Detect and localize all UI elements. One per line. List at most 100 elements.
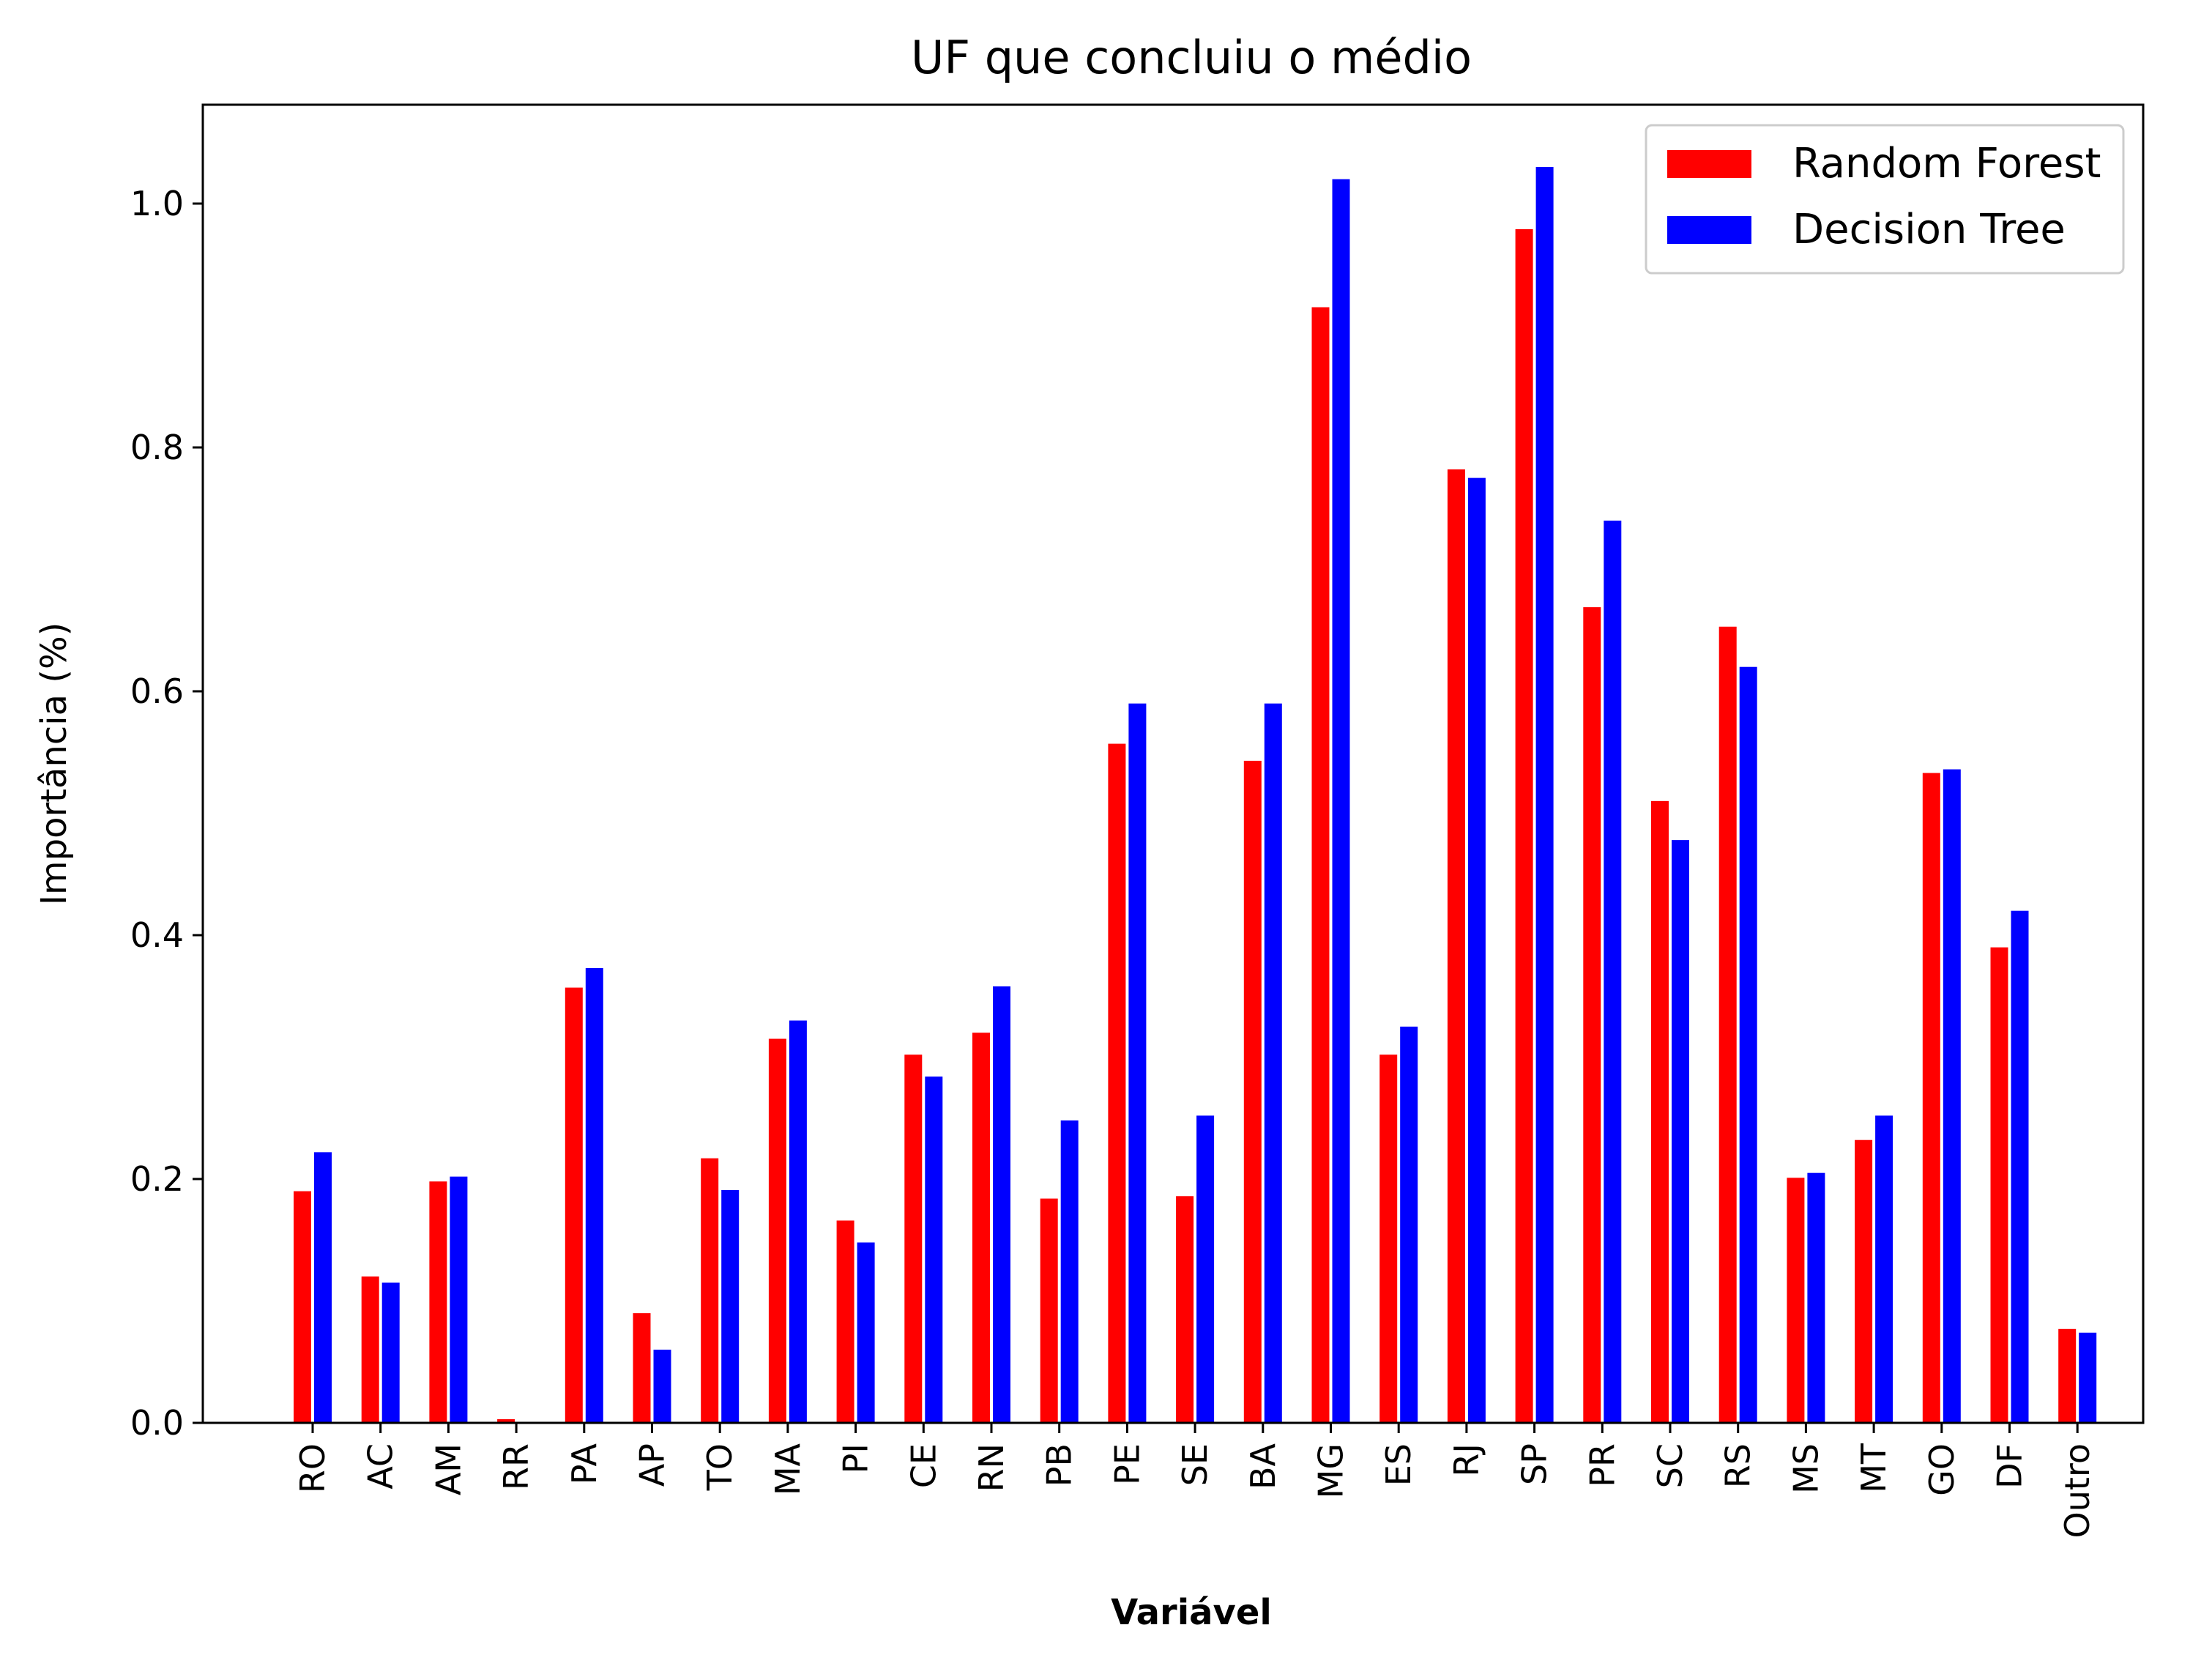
bar-decision-tree-pe <box>1128 703 1147 1423</box>
x-axis-label: Variável <box>1111 1592 1272 1633</box>
bar-random-forest-pr <box>1583 607 1601 1423</box>
x-tick-label-mt: MT <box>1854 1443 1893 1493</box>
x-tick-label-sp: SP <box>1515 1443 1554 1485</box>
x-tick-label-rj: RJ <box>1447 1443 1486 1477</box>
bar-random-forest-pb <box>1040 1198 1058 1423</box>
x-tick-label-ac: AC <box>361 1443 401 1490</box>
y-tick-label: 0.4 <box>130 915 184 955</box>
bar-random-forest-to <box>701 1158 719 1423</box>
bar-decision-tree-go <box>1943 769 1961 1423</box>
x-tick-label-rr: RR <box>496 1443 536 1490</box>
x-tick-label-se: SE <box>1175 1443 1215 1486</box>
bar-random-forest-es <box>1379 1055 1398 1423</box>
legend-box <box>1645 124 2125 275</box>
x-tick-label-pa: PA <box>565 1443 604 1484</box>
bar-decision-tree-rj <box>1467 477 1486 1423</box>
x-tick-label-ms: MS <box>1786 1443 1825 1494</box>
y-tick-label: 0.0 <box>130 1403 184 1443</box>
bar-random-forest-ro <box>294 1191 311 1423</box>
y-axis-label: Importância (%) <box>34 622 75 906</box>
bar-random-forest-outro <box>2058 1328 2077 1423</box>
bar-decision-tree-pa <box>585 967 603 1423</box>
bar-decision-tree-sc <box>1672 840 1689 1423</box>
bar-decision-tree-am <box>450 1176 468 1423</box>
legend-swatch-decision-tree <box>1667 216 1751 244</box>
x-tick-label-es: ES <box>1379 1443 1418 1486</box>
x-tick-label-pr: PR <box>1582 1443 1622 1487</box>
bar-random-forest-mt <box>1855 1139 1873 1423</box>
x-tick-label-pe: PE <box>1107 1443 1147 1485</box>
bar-decision-tree-ac <box>381 1282 400 1423</box>
y-axis: 0.0 0.2 0.4 0.6 0.8 1.0 <box>130 184 203 1443</box>
legend-label-random-forest: Random Forest <box>1792 140 2101 187</box>
plot-frame <box>201 103 2145 1424</box>
bar-random-forest-rr <box>497 1419 515 1423</box>
x-tick-label-df: DF <box>1990 1443 2030 1489</box>
bar-random-forest-se <box>1176 1196 1194 1423</box>
bar-decision-tree-df <box>2011 910 2029 1423</box>
bar-decision-tree-pi <box>857 1242 875 1423</box>
bar-random-forest-ap <box>633 1313 651 1423</box>
x-tick-label-ce: CE <box>904 1443 943 1488</box>
legend: Random Forest Decision Tree <box>1645 124 2125 275</box>
x-tick-label-ro: RO <box>293 1443 332 1493</box>
bar-decision-tree-ro <box>314 1152 332 1423</box>
bar-decision-tree-rn <box>993 986 1010 1423</box>
legend-label-decision-tree: Decision Tree <box>1792 206 2066 253</box>
bar-random-forest-rn <box>972 1033 990 1423</box>
bar-random-forest-sp <box>1515 228 1533 1424</box>
bar-decision-tree-mg <box>1332 179 1350 1424</box>
bar-decision-tree-ap <box>653 1350 671 1423</box>
bar-decision-tree-ma <box>789 1020 807 1423</box>
x-tick-label-ba: BA <box>1243 1443 1283 1490</box>
bar-decision-tree-ms <box>1807 1172 1825 1423</box>
y-tick-label: 0.6 <box>130 672 184 711</box>
chart-title: UF que concluiu o médio <box>911 31 1472 84</box>
y-tick-label: 0.8 <box>130 428 184 467</box>
bar-random-forest-ma <box>768 1038 786 1423</box>
bar-random-forest-sc <box>1651 800 1669 1423</box>
bar-decision-tree-pr <box>1604 520 1622 1423</box>
x-tick-label-outro: Outro <box>2058 1443 2097 1538</box>
x-axis: RO AC AM RR PA AP TO MA PI CE RN PB PE SE BA MG ES RJ SP PR… <box>293 1423 2097 1538</box>
bar-decision-tree-rs <box>1739 666 1757 1424</box>
x-tick-label-ma: MA <box>768 1443 808 1495</box>
x-tick-label-pb: PB <box>1040 1443 1079 1487</box>
bar-random-forest-mg <box>1311 307 1330 1423</box>
bar-random-forest-df <box>1990 947 2008 1423</box>
x-tick-label-rs: RS <box>1718 1443 1758 1488</box>
bar-decision-tree-outro <box>2079 1332 2097 1423</box>
x-tick-label-rn: RN <box>972 1443 1011 1492</box>
bar-decision-tree-se <box>1196 1115 1215 1423</box>
bar-random-forest-pa <box>565 987 583 1423</box>
bar-random-forest-am <box>429 1181 447 1423</box>
bar-random-forest-ac <box>361 1276 379 1423</box>
bar-random-forest-ba <box>1243 760 1262 1423</box>
bar-decision-tree-to <box>721 1189 740 1423</box>
y-tick-label: 0.2 <box>130 1159 184 1199</box>
bar-random-forest-go <box>1922 773 1940 1423</box>
x-tick-label-go: GO <box>1922 1443 1962 1496</box>
bar-random-forest-ms <box>1787 1178 1805 1423</box>
x-tick-label-mg: MG <box>1311 1443 1351 1498</box>
bar-random-forest-pe <box>1108 743 1126 1423</box>
x-tick-label-sc: SC <box>1650 1443 1690 1488</box>
x-tick-label-am: AM <box>428 1443 468 1495</box>
bar-random-forest-rs <box>1718 626 1737 1423</box>
y-tick-label: 1.0 <box>130 184 184 223</box>
bar-random-forest-rj <box>1447 469 1465 1423</box>
bar-decision-tree-ba <box>1264 703 1282 1423</box>
x-tick-label-to: TO <box>700 1443 740 1491</box>
bar-decision-tree-mt <box>1875 1115 1893 1423</box>
x-tick-label-pi: PI <box>836 1443 876 1473</box>
legend-swatch-random-forest <box>1667 150 1751 178</box>
bar-decision-tree-pb <box>1060 1120 1079 1423</box>
bar-random-forest-ce <box>904 1055 923 1423</box>
bars-group <box>294 167 2097 1424</box>
bar-decision-tree-es <box>1400 1026 1418 1423</box>
bar-decision-tree-ce <box>925 1076 943 1423</box>
x-tick-label-ap: AP <box>633 1443 672 1487</box>
bar-decision-tree-sp <box>1535 167 1554 1423</box>
bar-random-forest-pi <box>836 1220 854 1423</box>
